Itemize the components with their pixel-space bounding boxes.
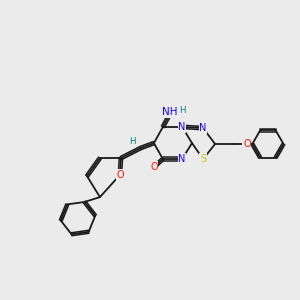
Text: S: S	[200, 154, 206, 164]
Text: NH: NH	[162, 107, 177, 117]
Text: N: N	[200, 123, 207, 133]
Text: O: O	[243, 139, 251, 149]
Text: H: H	[179, 106, 186, 115]
Text: O: O	[150, 162, 158, 172]
Text: N: N	[178, 122, 186, 132]
Text: N: N	[178, 154, 186, 164]
Text: O: O	[116, 170, 124, 180]
Text: H: H	[129, 137, 136, 146]
